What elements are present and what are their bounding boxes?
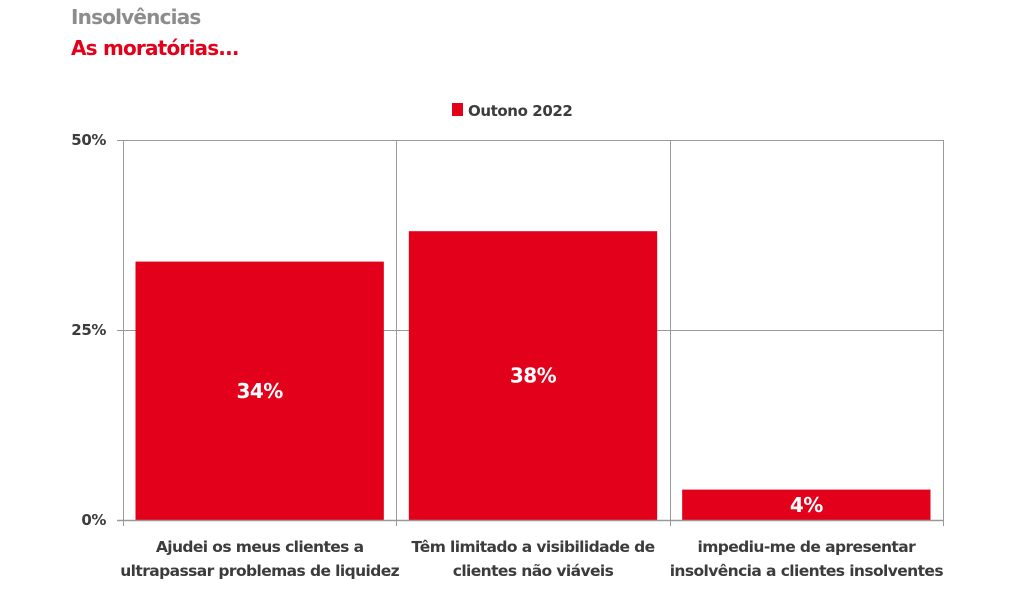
bar bbox=[682, 489, 931, 520]
legend-swatch bbox=[452, 103, 463, 116]
chart-title: Insolvências bbox=[71, 5, 201, 29]
bars: 34% 38% 4% bbox=[135, 231, 931, 520]
legend-label: Outono 2022 bbox=[468, 102, 572, 120]
x-category-label: Têm limitado a visibilidade de bbox=[411, 538, 654, 556]
x-category-label: insolvência a clientes insolventes bbox=[670, 562, 944, 580]
bar bbox=[135, 261, 384, 520]
x-category-label: ultrapassar problemas de liquidez bbox=[120, 562, 399, 580]
bar-value-label: 4% bbox=[790, 493, 823, 517]
bar-value-label: 34% bbox=[236, 379, 283, 403]
legend: Outono 2022 bbox=[452, 102, 573, 120]
bar bbox=[408, 231, 658, 520]
y-tick-label: 50% bbox=[71, 131, 106, 149]
bar-value-label: 38% bbox=[510, 364, 557, 388]
y-tick-label: 25% bbox=[71, 321, 106, 339]
axes: 0% 25% 50% Ajudei os meus clientes a ultrapa… bbox=[71, 131, 944, 580]
x-category-label: clientes não viáveis bbox=[453, 562, 614, 580]
x-category-label: impediu-me de apresentar bbox=[698, 538, 917, 556]
chart-subtitle: As moratórias... bbox=[71, 36, 240, 60]
x-category-label: Ajudei os meus clientes a bbox=[156, 538, 364, 556]
y-tick-label: 0% bbox=[81, 511, 106, 529]
